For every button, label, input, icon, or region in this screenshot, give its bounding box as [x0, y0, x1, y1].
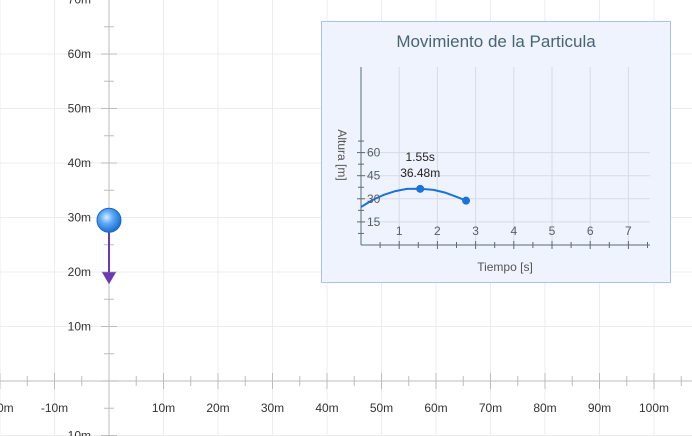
x-tick-label: 10m — [152, 401, 175, 415]
chart-x-tick-label: 6 — [587, 224, 594, 238]
chart-x-axis-label: Tiempo [s] — [477, 260, 533, 274]
y-tick-label: 20m — [68, 265, 91, 279]
chart-x-tick-label: 1 — [396, 224, 403, 238]
chart-y-tick-label: 30 — [367, 192, 381, 206]
trajectory-line — [360, 187, 467, 208]
chart-series — [360, 184, 471, 208]
particle[interactable] — [96, 207, 122, 285]
chart-panel: Movimiento de la Particula 1 2 3 4 5 6 7 15 30 45… — [321, 21, 671, 283]
x-tick-label: 80m — [533, 401, 556, 415]
y-tick-label: 40m — [68, 156, 91, 170]
x-tick-label: 100m — [639, 401, 669, 415]
y-tick-label: 10m — [68, 320, 91, 334]
chart-point-marker — [462, 196, 471, 205]
x-tick-label: 30m — [261, 401, 284, 415]
y-tick-label: 70m — [68, 0, 91, 7]
chart-x-tick-label: 5 — [549, 224, 556, 238]
chart-grid — [361, 67, 650, 245]
chart-x-tick-label: 2 — [434, 224, 441, 238]
chart-y-tick-label: 15 — [367, 215, 381, 229]
y-tick-label: 30m — [68, 211, 91, 225]
x-tick-label: 60m — [424, 401, 447, 415]
x-tick-label: -20m — [0, 401, 14, 415]
x-tick-label: 40m — [315, 401, 338, 415]
x-tick-label: 50m — [370, 401, 393, 415]
velocity-arrowhead-icon — [102, 272, 116, 285]
y-tick-label: -10m — [64, 429, 91, 436]
annotation-time: 1.55s — [406, 150, 435, 164]
particle-ball[interactable] — [96, 207, 122, 233]
y-tick-label: 50m — [68, 102, 91, 116]
x-tick-label: 90m — [588, 401, 611, 415]
x-axis: -20m -10m 10m 20m 30m 40m 50m 60m 70m 80m 90m 100m — [0, 373, 692, 415]
chart-x-tick-label: 4 — [510, 224, 517, 238]
chart-y-axis-label: Altura [m] — [335, 129, 349, 180]
chart-x-tick-label: 3 — [472, 224, 479, 238]
chart-x-tick-label: 7 — [625, 224, 632, 238]
chart-y-tick-label: 45 — [367, 169, 381, 183]
chart-point-marker — [416, 184, 425, 193]
y-tick-label: 60m — [68, 47, 91, 61]
x-tick-label: 70m — [479, 401, 502, 415]
x-tick-label: -10m — [41, 401, 68, 415]
chart-y-tick-label: 60 — [367, 146, 381, 160]
annotation-height: 36.48m — [400, 166, 440, 180]
chart-axes — [357, 67, 650, 249]
x-tick-label: 20m — [206, 401, 229, 415]
chart-title: Movimiento de la Particula — [396, 32, 596, 51]
